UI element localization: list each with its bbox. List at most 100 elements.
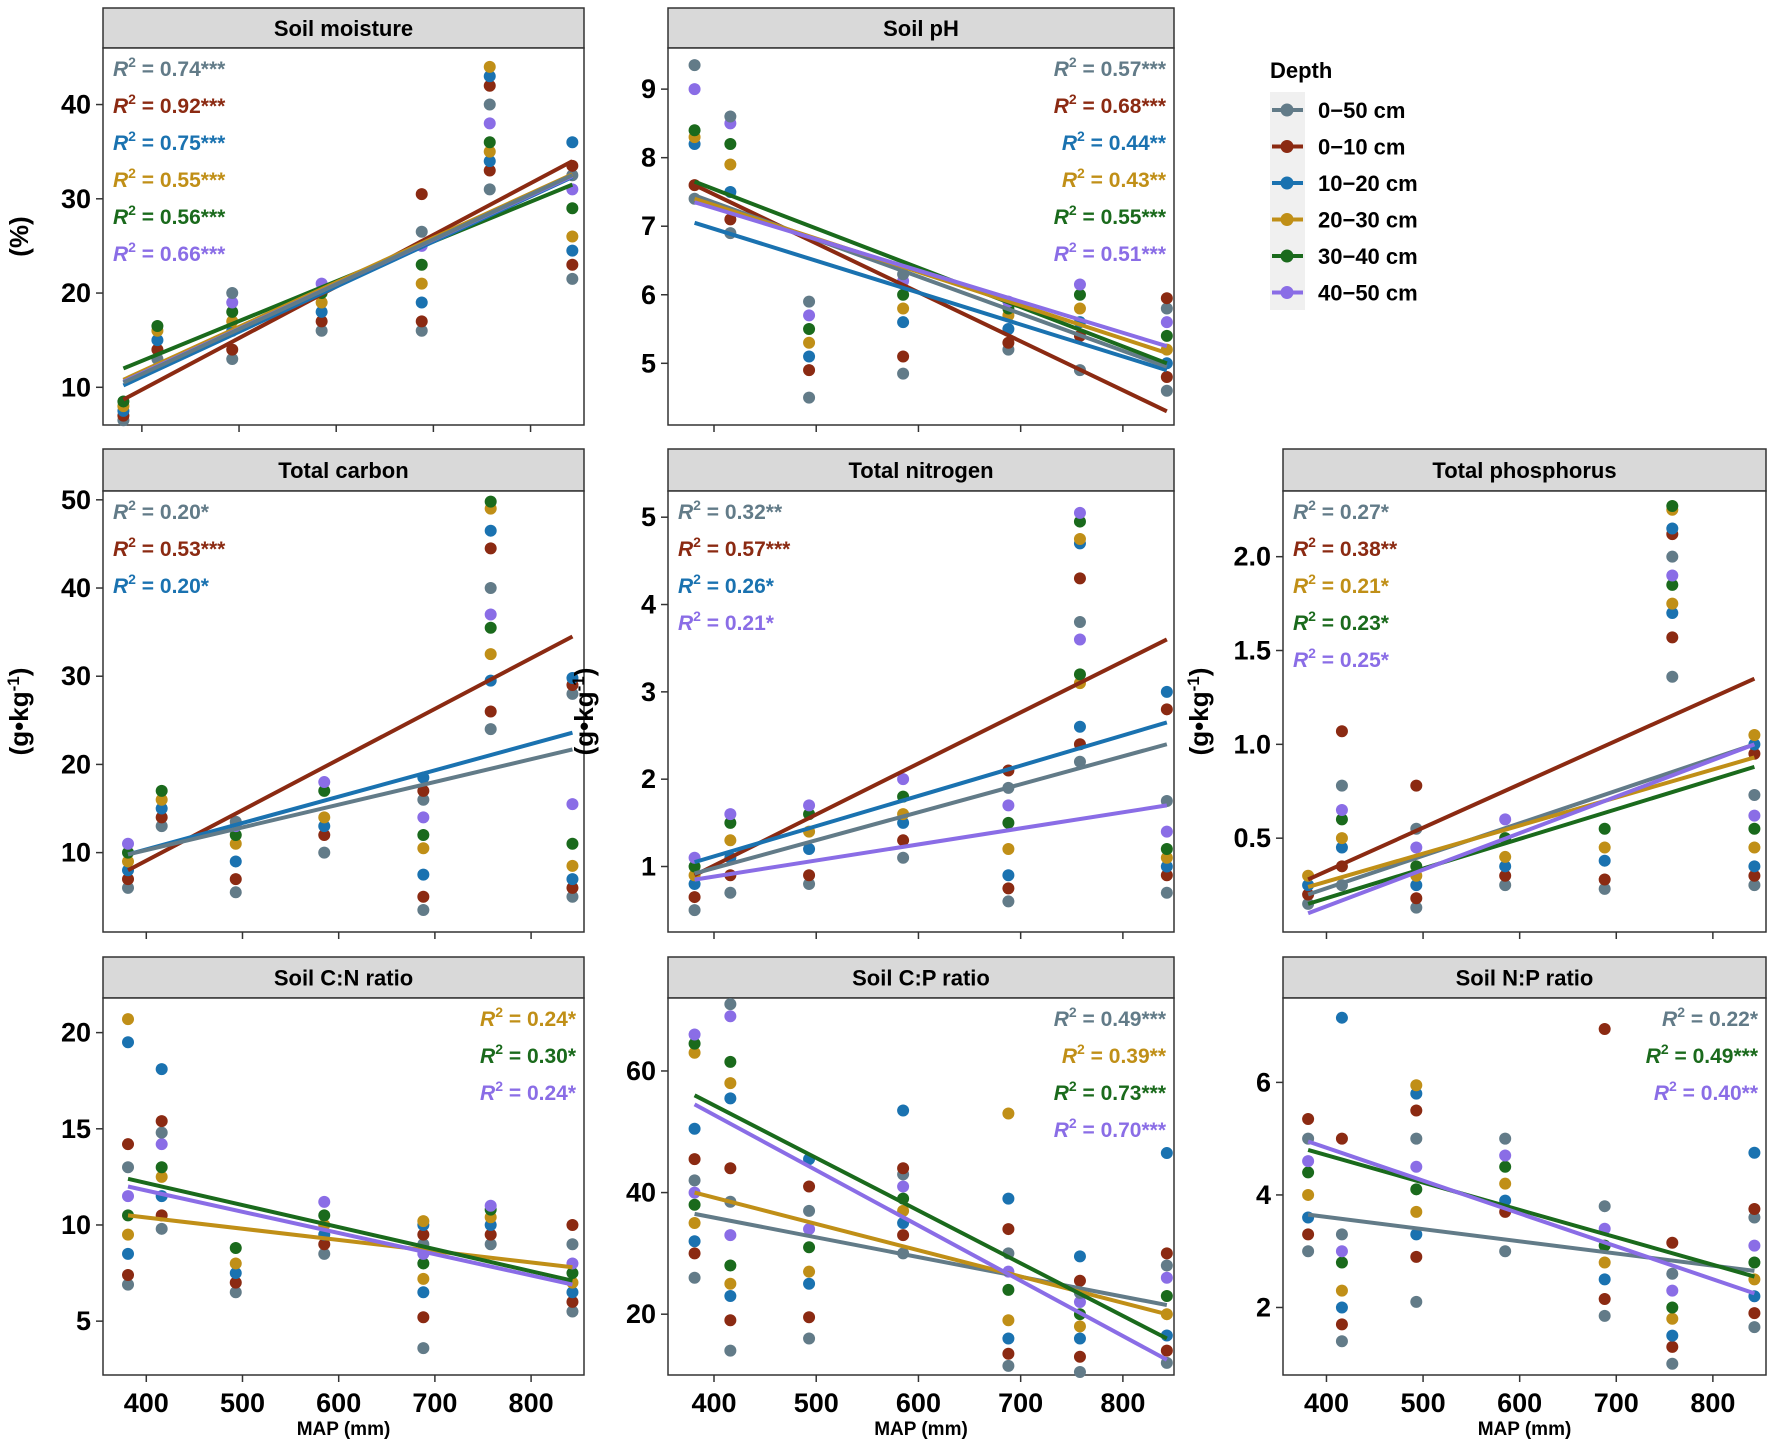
data-point xyxy=(566,136,579,149)
data-point xyxy=(315,296,328,309)
data-point xyxy=(1598,1022,1611,1035)
r2-annotation: R2 = 0.21* xyxy=(678,608,775,635)
data-point xyxy=(483,98,496,111)
data-point xyxy=(417,1342,430,1355)
x-tick-label: 800 xyxy=(1100,1388,1145,1418)
data-point xyxy=(483,117,496,130)
data-point xyxy=(417,842,430,855)
data-point xyxy=(315,305,328,318)
legend-key-point xyxy=(1280,103,1294,117)
data-point xyxy=(1335,1011,1348,1024)
data-point xyxy=(415,225,428,238)
data-point xyxy=(1499,879,1512,892)
fit-line xyxy=(693,637,1168,878)
legend-item-label: 0−50 cm xyxy=(1318,98,1405,123)
fit-line xyxy=(694,1190,1168,1317)
data-point xyxy=(1160,384,1173,397)
data-point xyxy=(803,1277,816,1290)
data-point xyxy=(1002,843,1015,856)
y-tick-label: 0.5 xyxy=(1233,823,1271,853)
r2-annotation: R2 = 0.26* xyxy=(678,571,775,598)
data-point xyxy=(803,799,816,812)
data-point xyxy=(688,1153,701,1166)
data-point xyxy=(229,873,242,886)
data-point xyxy=(226,353,239,366)
y-tick-label: 6 xyxy=(641,280,656,310)
data-point xyxy=(155,1222,168,1235)
data-point xyxy=(688,1122,701,1135)
data-point xyxy=(226,305,239,318)
data-point xyxy=(1073,302,1086,315)
data-point xyxy=(1335,832,1348,845)
data-point xyxy=(724,1055,737,1068)
data-point xyxy=(1335,1301,1348,1314)
data-point xyxy=(897,1229,910,1242)
r2-annotation: R2 = 0.44** xyxy=(1062,128,1167,155)
data-point xyxy=(1335,1318,1348,1331)
data-point xyxy=(1302,1155,1315,1168)
data-point xyxy=(122,1138,135,1151)
data-point xyxy=(897,316,910,329)
data-point xyxy=(122,1268,135,1281)
data-point xyxy=(1748,809,1761,822)
data-point xyxy=(122,1190,135,1203)
data-point xyxy=(1160,1344,1173,1357)
x-tick-label: 400 xyxy=(124,1388,169,1418)
panel-strip xyxy=(667,448,1175,492)
data-point xyxy=(1160,825,1173,838)
data-point xyxy=(1666,1329,1679,1342)
data-point xyxy=(566,859,579,872)
data-point xyxy=(484,1228,497,1241)
x-axis-label: MAP (mm) xyxy=(1478,1419,1572,1440)
data-point xyxy=(1335,725,1348,738)
x-tick-label: 700 xyxy=(998,1388,1043,1418)
data-point xyxy=(1002,869,1015,882)
data-point xyxy=(484,524,497,537)
data-point xyxy=(897,288,910,301)
r2-annotation: R2 = 0.21* xyxy=(1293,571,1390,598)
data-point xyxy=(155,1115,168,1128)
data-point xyxy=(1598,882,1611,895)
data-point xyxy=(484,705,497,718)
data-point xyxy=(566,837,579,850)
legend-key-point xyxy=(1280,286,1294,299)
data-point xyxy=(1410,1079,1423,1092)
r2-annotation: R2 = 0.30* xyxy=(480,1041,577,1068)
y-tick-label: 60 xyxy=(626,1056,656,1086)
data-point xyxy=(1073,1250,1086,1263)
x-tick-label: 600 xyxy=(1497,1388,1542,1418)
y-tick-label: 10 xyxy=(61,838,91,868)
data-point xyxy=(1002,816,1015,829)
data-point xyxy=(318,828,331,841)
panel-title: Soil pH xyxy=(883,16,959,41)
panel-3: Total carbon 10 20 30 40 50 (g•kg-1) R2 = 0.20*… xyxy=(4,448,585,939)
data-point xyxy=(1073,633,1086,646)
r2-annotation: R2 = 0.27* xyxy=(1293,497,1390,524)
r2-annotation: R2 = 0.57*** xyxy=(678,534,791,561)
data-point xyxy=(155,820,168,833)
panel-6: Soil C:N ratio 5 10 15 20 400 500 600 700 800 MAP … xyxy=(61,956,585,1440)
data-point xyxy=(1073,506,1086,519)
data-point xyxy=(1666,1284,1679,1297)
data-point xyxy=(724,1314,737,1327)
data-point xyxy=(1410,879,1423,892)
data-point xyxy=(1666,522,1679,535)
legend-key-point xyxy=(1280,213,1294,226)
data-point xyxy=(1160,886,1173,899)
data-point xyxy=(1598,1256,1611,1269)
data-point xyxy=(803,1204,816,1217)
data-point xyxy=(1410,1087,1423,1100)
fit-line xyxy=(127,730,573,857)
y-tick-label: 2 xyxy=(641,764,656,794)
data-point xyxy=(1598,854,1611,867)
data-point xyxy=(1002,1192,1015,1205)
x-tick-label: 500 xyxy=(220,1388,265,1418)
data-point xyxy=(688,1198,701,1211)
data-point xyxy=(155,784,168,797)
data-point xyxy=(1073,288,1086,301)
data-point xyxy=(566,244,579,257)
data-point xyxy=(1302,1112,1315,1125)
data-point xyxy=(566,230,579,243)
data-point xyxy=(566,1305,579,1318)
